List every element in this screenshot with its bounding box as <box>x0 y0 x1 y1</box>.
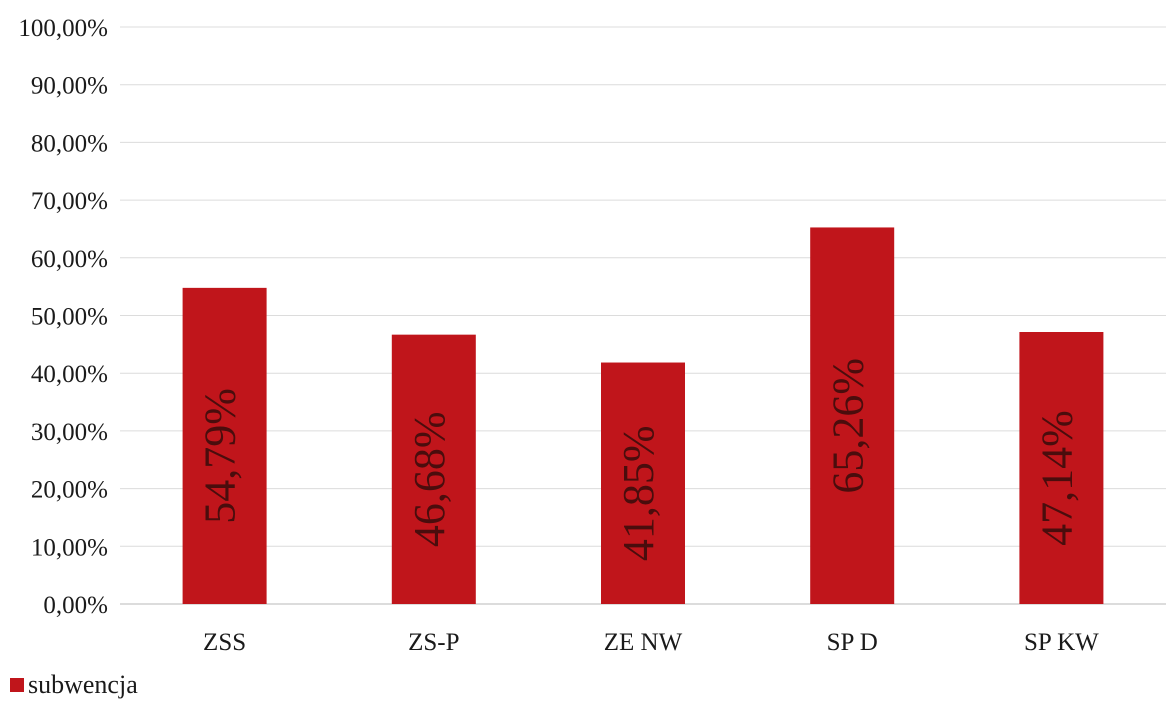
bar <box>601 362 685 604</box>
legend: subwencja <box>10 668 138 702</box>
bar-value-label: 65,26% <box>823 358 872 494</box>
legend-label: subwencja <box>28 670 138 699</box>
legend-swatch <box>10 678 24 692</box>
bar <box>1019 332 1104 604</box>
y-tick-label: 70,00% <box>31 188 108 215</box>
y-tick-label: 100,00% <box>18 15 108 42</box>
x-tick-label: SP D <box>827 629 878 656</box>
y-tick-label: 60,00% <box>31 246 108 273</box>
y-tick-label: 40,00% <box>31 361 108 388</box>
bar <box>810 227 895 604</box>
bar-value-label: 47,14% <box>1032 410 1081 546</box>
x-tick-label: ZS-P <box>408 629 459 656</box>
bar <box>391 334 476 604</box>
x-axis-ticks: ZSS ZS-P ZE NW SP D SP KW <box>203 629 1099 656</box>
y-tick-label: 50,00% <box>31 304 108 331</box>
y-tick-label: 90,00% <box>31 73 108 100</box>
y-tick-label: 0,00% <box>43 592 108 619</box>
x-tick-label: SP KW <box>1024 629 1099 656</box>
x-tick-label: ZSS <box>203 629 246 656</box>
y-tick-label: 30,00% <box>31 419 108 446</box>
x-tick-label: ZE NW <box>604 629 683 656</box>
bar-value-label: 54,79% <box>196 388 245 524</box>
y-tick-label: 80,00% <box>31 130 108 157</box>
bar-value-label: 46,68% <box>405 412 454 548</box>
y-tick-label: 20,00% <box>31 477 108 504</box>
y-tick-label: 10,00% <box>31 534 108 561</box>
bars: 54,79% 46,68% 41,85% 65,26% 47,14% <box>182 227 1104 604</box>
y-axis-ticks: 0,00% 10,00% 20,00% 30,00% 40,00% 50,00% 60,00… <box>18 15 108 619</box>
bar-value-label: 41,85% <box>614 425 663 561</box>
bar <box>182 287 267 604</box>
